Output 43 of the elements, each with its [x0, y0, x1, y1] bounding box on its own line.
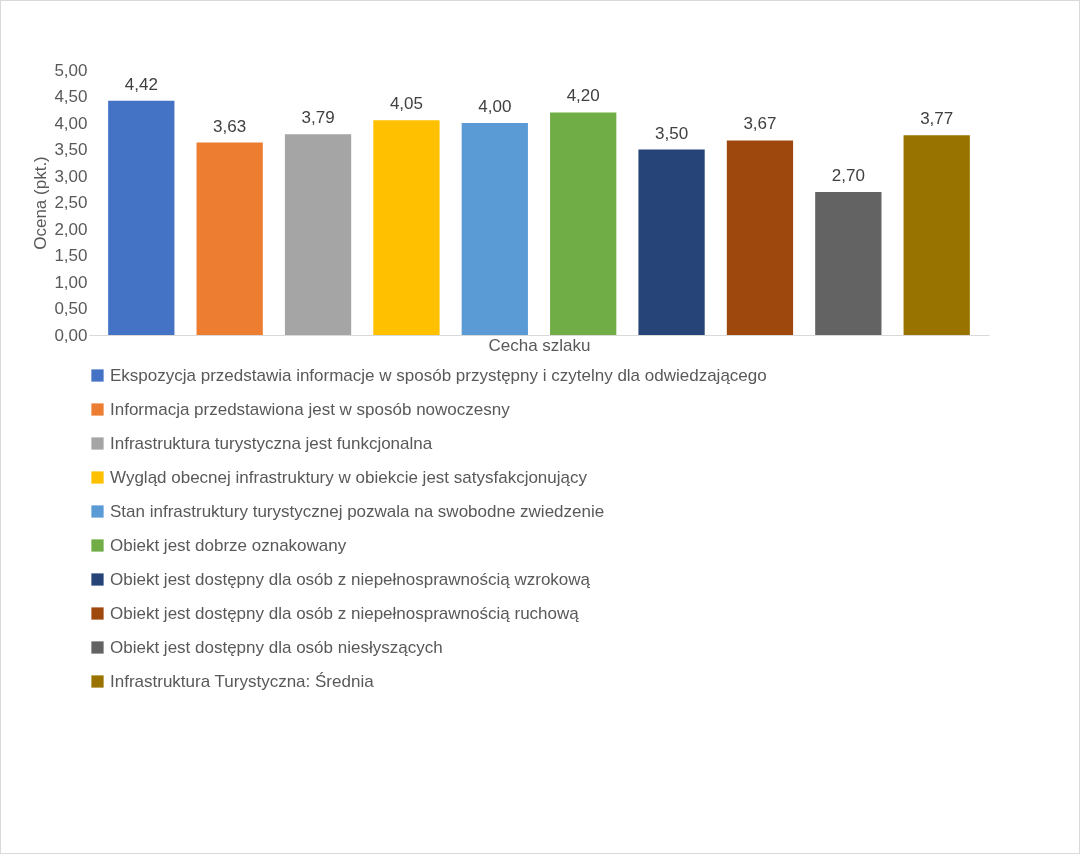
- y-tick-label: 5,00: [54, 60, 88, 80]
- legend-label: Obiekt jest dostępny dla osób z niepełnosprawnością wzrokową: [110, 569, 591, 589]
- data-label: 2,70: [831, 165, 865, 185]
- y-tick-label: 3,00: [54, 166, 88, 186]
- y-tick-label: 2,00: [54, 219, 88, 239]
- legend-label: Ekspozycja przedstawia informacje w sposób przystępny i czytelny dla odwiedzającego: [110, 365, 767, 385]
- y-tick-label: 3,50: [54, 140, 88, 159]
- y-axis-title: Ocena (pkt.): [31, 156, 51, 250]
- bar: [903, 135, 970, 335]
- legend-label: Stan infrastruktury turystycznej pozwala na swobodne zwiedzenie: [110, 501, 605, 521]
- data-label: 3,79: [301, 108, 335, 128]
- bar: [108, 100, 175, 335]
- y-tick-label: 0,00: [54, 325, 88, 345]
- data-label: 3,63: [213, 116, 247, 136]
- bar: [726, 140, 794, 335]
- y-tick-label: 1,00: [54, 272, 88, 292]
- bar: [196, 142, 263, 335]
- bar: [373, 120, 440, 335]
- legend-label: Informacja przedstawiona jest w sposób nowoczesny: [110, 399, 511, 419]
- y-tick-label: 4,00: [54, 113, 88, 133]
- data-label: 4,20: [566, 86, 600, 106]
- legend-label: Infrastruktura turystyczna jest funkcjonalna: [110, 433, 433, 453]
- y-tick-label: 1,50: [54, 246, 88, 265]
- data-label: 3,50: [655, 123, 689, 143]
- y-tick-label: 4,50: [54, 87, 88, 106]
- y-tick-label: 0,50: [54, 299, 88, 318]
- data-label: 3,67: [743, 114, 777, 134]
- data-label: 4,42: [124, 74, 158, 94]
- bar: [550, 112, 617, 335]
- y-tick-label: 2,50: [54, 193, 88, 212]
- data-label: 4,05: [389, 94, 423, 114]
- legend-label: Obiekt jest dostępny dla osób z niepełnosprawnością ruchową: [110, 603, 580, 623]
- legend-label: Obiekt jest dostępny dla osób niesłyszących: [110, 637, 443, 657]
- legend-label: Infrastruktura Turystyczna: Średnia: [110, 671, 375, 691]
- bar: [815, 191, 882, 335]
- bar: [284, 134, 352, 335]
- bar: [638, 149, 705, 335]
- legend-label: Wygląd obecnej infrastruktury w obiekcie jest satysfakcjonujący: [110, 467, 588, 487]
- legend-label: Obiekt jest dobrze oznakowany: [110, 535, 347, 555]
- bar: [461, 123, 528, 335]
- data-label: 3,77: [920, 109, 954, 129]
- x-axis-title: Cecha szlaku: [488, 335, 591, 355]
- data-label: 4,00: [478, 97, 512, 116]
